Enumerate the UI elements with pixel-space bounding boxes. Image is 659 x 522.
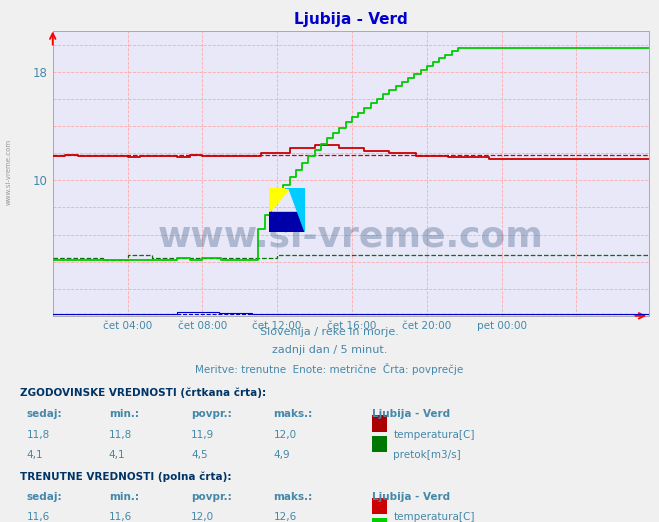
Title: Ljubija - Verd: Ljubija - Verd	[294, 13, 408, 27]
Text: sedaj:: sedaj:	[26, 409, 62, 420]
Text: ZGODOVINSKE VREDNOSTI (črtkana črta):: ZGODOVINSKE VREDNOSTI (črtkana črta):	[20, 387, 266, 398]
Text: 4,9: 4,9	[273, 449, 290, 460]
Text: Meritve: trenutne  Enote: metrične  Črta: povprečje: Meritve: trenutne Enote: metrične Črta: …	[195, 363, 464, 375]
Polygon shape	[269, 188, 289, 212]
Bar	[372, 435, 387, 452]
Bar	[372, 498, 387, 514]
Text: sedaj:: sedaj:	[26, 492, 62, 502]
Text: 12,6: 12,6	[273, 512, 297, 522]
Text: 11,8: 11,8	[26, 430, 49, 440]
Text: Ljubija - Verd: Ljubija - Verd	[372, 492, 451, 502]
Text: temperatura[C]: temperatura[C]	[393, 430, 475, 440]
Text: 12,0: 12,0	[273, 430, 297, 440]
Text: 11,9: 11,9	[191, 430, 214, 440]
Text: povpr.:: povpr.:	[191, 492, 232, 502]
Text: pretok[m3/s]: pretok[m3/s]	[393, 449, 461, 460]
Text: 12,0: 12,0	[191, 512, 214, 522]
Text: 11,6: 11,6	[26, 512, 49, 522]
Polygon shape	[289, 188, 305, 232]
Text: TRENUTNE VREDNOSTI (polna črta):: TRENUTNE VREDNOSTI (polna črta):	[20, 472, 231, 482]
Polygon shape	[285, 188, 305, 212]
Text: min.:: min.:	[109, 409, 139, 420]
Text: www.si-vreme.com: www.si-vreme.com	[158, 219, 544, 253]
Text: 11,6: 11,6	[109, 512, 132, 522]
Bar	[372, 416, 387, 432]
Bar	[372, 518, 387, 522]
Text: maks.:: maks.:	[273, 409, 313, 420]
Text: zadnji dan / 5 minut.: zadnji dan / 5 minut.	[272, 345, 387, 355]
Text: 11,8: 11,8	[109, 430, 132, 440]
Text: www.si-vreme.com: www.si-vreme.com	[5, 139, 12, 205]
Text: maks.:: maks.:	[273, 492, 313, 502]
Polygon shape	[269, 212, 305, 232]
Text: Ljubija - Verd: Ljubija - Verd	[372, 409, 451, 420]
Text: povpr.:: povpr.:	[191, 409, 232, 420]
Text: Slovenija / reke in morje.: Slovenija / reke in morje.	[260, 327, 399, 337]
Text: 4,5: 4,5	[191, 449, 208, 460]
Text: 4,1: 4,1	[109, 449, 125, 460]
Text: temperatura[C]: temperatura[C]	[393, 512, 475, 522]
Text: 4,1: 4,1	[26, 449, 43, 460]
Text: min.:: min.:	[109, 492, 139, 502]
